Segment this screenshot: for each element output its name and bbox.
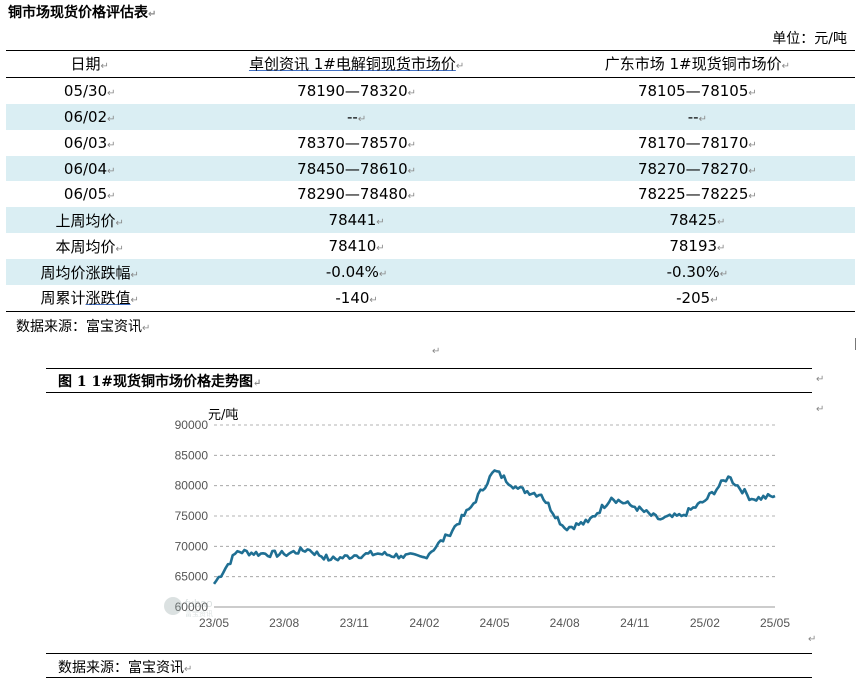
paragraph-mark: ↵ <box>808 634 817 645</box>
y-tick-label: 70000 <box>175 539 209 553</box>
y-tick-label: 60000 <box>175 600 209 614</box>
header-zhuochuang: 卓创资讯 1#电解铜现货市场价↵ <box>248 55 465 74</box>
price-table: 日期↵ 卓创资讯 1#电解铜现货市场价↵ 广东市场 1#现货铜市场价↵ 05/3… <box>6 50 855 312</box>
svg-text:富宝资讯: 富宝资讯 <box>185 609 213 618</box>
table-row: 上周均价↵ 78441↵ 78425↵ <box>6 207 855 234</box>
cell-guangdong: --↵ <box>539 103 855 130</box>
cell-guangdong: -205↵ <box>676 288 719 307</box>
figure-rule-title <box>46 392 812 393</box>
y-tick-label: 80000 <box>175 479 209 493</box>
header-guangdong: 广东市场 1#现货铜市场价↵ <box>604 55 790 74</box>
header-date: 日期↵ <box>70 55 109 74</box>
x-tick-label: 23/05 <box>199 616 229 630</box>
y-tick-label: 85000 <box>175 448 209 462</box>
table-row: 周均价涨跌幅↵ -0.04%↵ -0.30%↵ <box>6 259 855 286</box>
right-divider <box>855 338 856 350</box>
cell-guangdong: 78425↵ <box>539 207 855 234</box>
cell-zhuochuang: 78410↵ <box>328 237 385 256</box>
cell-date: 06/02↵ <box>6 103 174 130</box>
y-tick-label: 90000 <box>175 418 209 432</box>
fubao-logo-watermark: fubao 富宝资讯 <box>164 597 213 618</box>
cell-zhuochuang: -140↵ <box>335 288 378 307</box>
cell-date: 上周均价↵ <box>6 207 174 234</box>
x-tick-label: 25/02 <box>690 616 720 630</box>
cell-date: 05/30↵ <box>63 81 116 100</box>
table-row: 06/02↵ --↵ --↵ <box>6 103 855 130</box>
cell-guangdong: 78193↵ <box>669 237 726 256</box>
paragraph-mark: ↵ <box>432 346 441 357</box>
cell-zhuochuang: 78290—78480↵ <box>297 185 416 204</box>
source-note: 数据来源：富宝资讯↵ <box>16 319 151 335</box>
cell-zhuochuang: -0.04%↵ <box>173 259 540 286</box>
cell-zhuochuang: 78190—78320↵ <box>297 81 416 100</box>
cell-guangdong: 78225—78225↵ <box>637 185 757 204</box>
table-row: 06/03↵ 78370—78570↵ 78170—78170↵ <box>6 130 855 156</box>
price-series-line <box>212 469 776 585</box>
figure-source-note: 数据来源：富宝资讯↵ <box>58 660 193 676</box>
cell-date: 周累计涨跌值↵ <box>40 289 139 308</box>
x-tick-label: 24/05 <box>479 616 509 630</box>
table-row: 本周均价↵ 78410↵ 78193↵ <box>6 233 855 259</box>
table-header-row: 日期↵ 卓创资讯 1#电解铜现货市场价↵ 广东市场 1#现货铜市场价↵ <box>6 50 855 78</box>
cell-date: 06/05↵ <box>63 185 116 204</box>
paragraph-mark: ↵ <box>816 374 825 385</box>
x-tick-label: 24/08 <box>550 616 580 630</box>
x-tick-label: 24/02 <box>409 616 439 630</box>
cell-date: 06/04↵ <box>6 155 174 182</box>
cell-date: 06/03↵ <box>63 133 116 152</box>
cell-zhuochuang: 78450—78610↵ <box>173 155 540 182</box>
y-axis-label: 元/吨 <box>208 408 238 423</box>
y-tick-label: 65000 <box>175 570 209 584</box>
figure-rule-top <box>46 368 812 369</box>
svg-text:fubao: fubao <box>185 598 213 610</box>
table-row: 06/04↵ 78450—78610↵ 78270—78270↵ <box>6 155 855 182</box>
x-tick-label: 24/11 <box>620 616 649 630</box>
figure-rule-bottom <box>46 677 812 678</box>
cell-date: 本周均价↵ <box>55 237 124 256</box>
x-tick-label: 23/08 <box>269 616 299 630</box>
table-row: 06/05↵ 78290—78480↵ 78225—78225↵ <box>6 181 855 207</box>
cell-guangdong: 78105—78105↵ <box>637 81 757 100</box>
cell-guangdong: 78170—78170↵ <box>637 133 757 152</box>
figure-title: 图 1 1#现货铜市场价格走势图↵ <box>58 374 262 390</box>
cell-zhuochuang: 78441↵ <box>173 207 540 234</box>
x-tick-label: 23/11 <box>340 616 369 630</box>
cell-zhuochuang: --↵ <box>173 103 540 130</box>
cell-guangdong: 78270—78270↵ <box>539 155 855 182</box>
page-title: 铜市场现货价格评估表↵ <box>8 5 157 21</box>
y-tick-label: 75000 <box>175 509 209 523</box>
x-tick-label: 25/05 <box>760 616 790 630</box>
paragraph-mark: ↵ <box>816 404 825 415</box>
cell-date: 周均价涨跌幅↵ <box>6 259 174 286</box>
cell-zhuochuang: 78370—78570↵ <box>297 133 416 152</box>
table-row: 周累计涨跌值↵ -140↵ -205↵ <box>6 285 855 312</box>
cell-guangdong: -0.30%↵ <box>539 259 855 286</box>
unit-label: 单位：元/吨 <box>772 31 847 47</box>
figure-rule-source <box>46 653 812 654</box>
table-row: 05/30↵ 78190—78320↵ 78105—78105↵ <box>6 77 855 103</box>
